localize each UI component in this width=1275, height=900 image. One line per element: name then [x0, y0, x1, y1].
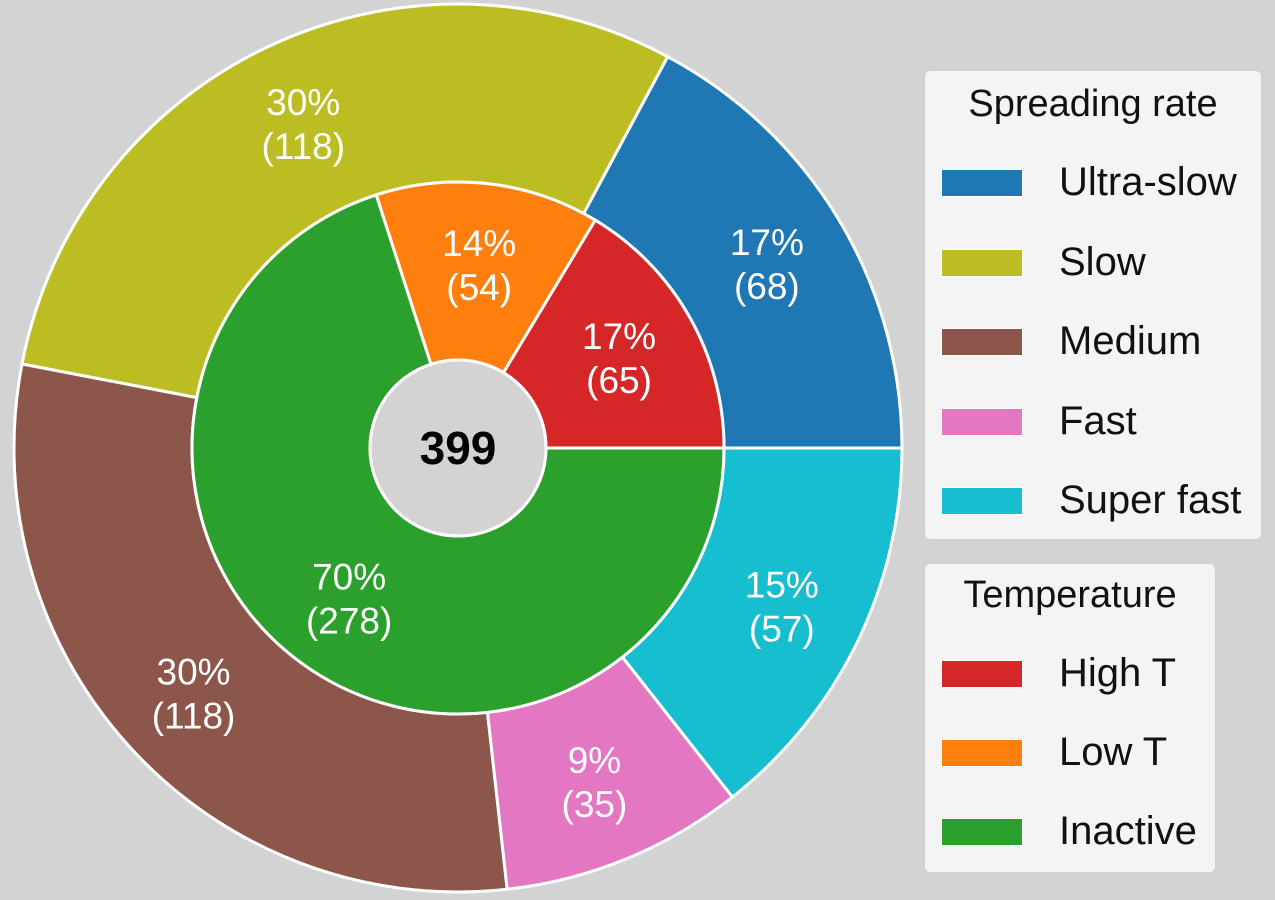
wedge-count-label: (118) — [152, 695, 236, 736]
wedge-label-ultra-slow: 17% (68) — [730, 222, 804, 307]
legend-swatch — [941, 818, 1023, 846]
wedge-count-label: (278) — [306, 601, 392, 642]
legend-label: Slow — [1059, 239, 1146, 284]
wedge-label-inactive: 70% (278) — [306, 557, 392, 642]
legend-label: Super fast — [1059, 478, 1242, 522]
legend-temperature: Temperature High T Low T Inactive — [924, 563, 1216, 873]
legend-label: Inactive — [1059, 809, 1197, 853]
legend-label: Low T — [1059, 730, 1168, 774]
legend-spreading-rate: Spreading rate Ultra-slow Slow Medium Fast S… — [924, 70, 1262, 540]
wedge-percent-label: 30% — [157, 651, 231, 692]
legend-label: Ultra-slow — [1059, 160, 1237, 204]
legend-swatch — [941, 169, 1023, 197]
wedge-percent-label: 70% — [312, 557, 386, 598]
wedge-label-super-fast: 15% (57) — [745, 564, 819, 649]
legend-title: Temperature — [963, 574, 1177, 616]
wedge-count-label: (68) — [734, 266, 800, 307]
legend-swatch — [941, 487, 1023, 515]
legend-swatch — [941, 328, 1023, 356]
wedge-count-label: (57) — [749, 608, 815, 649]
wedge-label-fast: 9% (35) — [562, 740, 628, 825]
legend-label: Medium — [1059, 319, 1202, 363]
wedge-percent-label: 15% — [745, 564, 819, 605]
wedge-count-label: (54) — [446, 267, 512, 308]
wedge-label-slow: 30% (118) — [261, 82, 345, 167]
legend-swatch — [941, 407, 1023, 436]
center-total-label: 399 — [420, 422, 497, 474]
wedge-percent-label: 30% — [266, 82, 340, 123]
legend-swatch — [941, 248, 1023, 277]
wedge-labels: 17% (68)30% (118)30% (118)9% (35)15% (57)17%(… — [152, 82, 819, 825]
legend-title: Spreading rate — [968, 83, 1218, 125]
wedge-count-label: (65) — [586, 360, 652, 401]
wedge-percent-label: 17% — [730, 222, 804, 263]
wedge-percent-label: 17% — [582, 316, 656, 357]
wedge-label-medium: 30% (118) — [152, 651, 236, 736]
legend-swatch — [941, 739, 1023, 767]
wedge-label-high-t: 17% (65) — [582, 316, 656, 401]
wedge-count-label: (35) — [562, 784, 628, 825]
legend-label: High T — [1059, 651, 1177, 695]
legend-swatch — [941, 660, 1023, 688]
center-hole — [368, 358, 548, 538]
wedge-label-low-t: 14% (54) — [442, 223, 516, 308]
legend-label: Fast — [1059, 398, 1137, 443]
wedge-percent-label: 14% — [442, 223, 516, 264]
wedge-count-label: (118) — [261, 126, 345, 167]
wedge-percent-label: 9% — [568, 740, 621, 781]
